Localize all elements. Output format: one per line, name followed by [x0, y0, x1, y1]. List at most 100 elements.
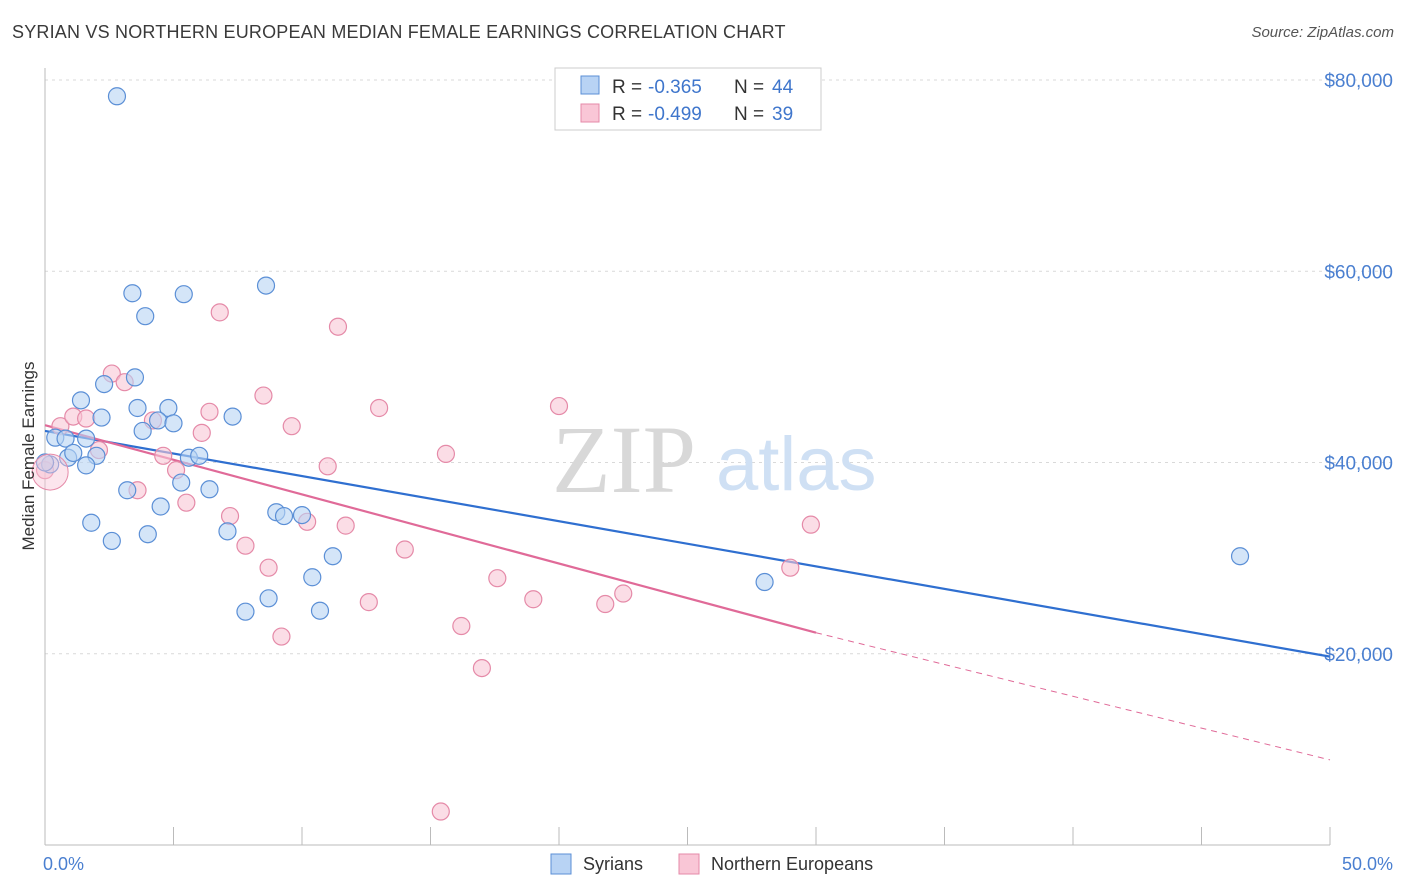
x-tick-label-min: 0.0% [43, 854, 84, 874]
point-northern-europeans [614, 584, 633, 603]
point-syrians [292, 505, 312, 525]
legend-n-label: N = [734, 104, 764, 125]
point-northern-europeans [192, 423, 211, 442]
point-northern-europeans [395, 540, 414, 559]
point-syrians [1230, 547, 1250, 566]
point-syrians [35, 453, 55, 472]
point-syrians [128, 398, 147, 418]
legend-r-value-syrians: -0.365 [648, 77, 702, 98]
point-syrians [64, 443, 83, 463]
point-syrians [259, 589, 278, 608]
data-points [31, 87, 1250, 821]
point-northern-europeans [436, 444, 456, 463]
point-syrians [303, 568, 322, 587]
bottom-legend: Syrians Northern Europeans [550, 853, 873, 875]
gridlines [45, 79, 1393, 655]
point-northern-europeans [77, 409, 96, 428]
point-northern-europeans [220, 506, 240, 526]
point-syrians [274, 506, 294, 526]
point-syrians [92, 408, 111, 427]
point-syrians [56, 429, 75, 448]
point-northern-europeans [254, 386, 273, 405]
point-syrians [223, 407, 242, 426]
legend-swatch-northern-europeans [580, 103, 600, 123]
legend-r-label: R = [612, 77, 642, 98]
bottom-legend-label-syrians: Syrians [583, 854, 643, 874]
point-northern-europeans [549, 396, 569, 416]
trend-line-syrians [44, 429, 1331, 658]
y-tick-label: $60,000 [1324, 262, 1393, 283]
point-syrians [190, 446, 209, 465]
bottom-legend-label-northern-europeans: Northern Europeans [711, 854, 873, 874]
point-syrians [95, 374, 114, 394]
point-northern-europeans [259, 558, 278, 577]
watermark-atlas: atlas [716, 422, 877, 507]
point-northern-europeans [524, 590, 543, 609]
point-northern-europeans [272, 627, 291, 646]
point-syrians [77, 429, 96, 448]
point-syrians [102, 531, 121, 551]
point-syrians [174, 285, 193, 304]
legend-n-value-northern-europeans: 39 [772, 104, 793, 125]
legend-n-label: N = [734, 77, 764, 98]
watermark: ZIP atlas [552, 406, 877, 513]
point-northern-europeans [801, 515, 820, 534]
point-syrians [138, 525, 157, 544]
point-syrians [77, 456, 96, 475]
point-syrians [71, 391, 91, 410]
point-northern-europeans [370, 398, 389, 418]
point-syrians [200, 480, 219, 499]
point-northern-europeans [488, 569, 507, 588]
point-syrians [151, 497, 170, 516]
y-tick-labels: $20,000 $40,000 $60,000 $80,000 [1324, 71, 1393, 666]
point-northern-europeans [154, 446, 173, 465]
point-northern-europeans [282, 417, 301, 436]
y-tick-label: $20,000 [1324, 645, 1393, 666]
chart-title: SYRIAN VS NORTHERN EUROPEAN MEDIAN FEMAL… [12, 22, 786, 42]
point-northern-europeans-large [31, 453, 69, 491]
bottom-legend-swatch-syrians [550, 853, 572, 875]
point-syrians [125, 368, 145, 387]
trend-line-northern-europeans [44, 424, 817, 634]
legend-r-label: R = [612, 104, 642, 125]
point-northern-europeans [236, 536, 255, 555]
point-northern-europeans [318, 457, 337, 476]
point-northern-europeans [472, 658, 491, 678]
point-northern-europeans [431, 802, 450, 821]
point-syrians [164, 414, 183, 433]
point-northern-europeans [452, 616, 471, 636]
point-northern-europeans [781, 558, 800, 577]
point-syrians [236, 602, 255, 621]
point-syrians [133, 421, 152, 441]
point-syrians [172, 473, 191, 492]
point-northern-europeans [596, 594, 615, 614]
point-syrians [118, 481, 137, 500]
legend: R = -0.365 N = 44 R = -0.499 N = 39 [554, 67, 822, 131]
x-tick-label-max: 50.0% [1342, 854, 1393, 874]
watermark-zip: ZIP [552, 406, 696, 513]
legend-n-value-syrians: 44 [772, 77, 794, 98]
point-northern-europeans [328, 317, 348, 336]
point-syrians [107, 87, 127, 106]
point-syrians [218, 522, 237, 541]
point-syrians [323, 547, 342, 566]
point-syrians [123, 284, 142, 303]
point-syrians [755, 572, 774, 592]
bottom-legend-swatch-northern-europeans [678, 853, 700, 875]
y-tick-label: $80,000 [1324, 71, 1393, 92]
point-syrians [148, 411, 168, 430]
point-syrians [256, 276, 276, 295]
point-northern-europeans [177, 493, 196, 512]
y-tick-label: $40,000 [1324, 454, 1393, 475]
point-northern-europeans [336, 516, 355, 535]
point-syrians [82, 513, 101, 532]
source-credit: Source: ZipAtlas.com [1251, 24, 1394, 41]
y-axis-label: Median Female Earnings [19, 362, 38, 551]
trend-lines [44, 424, 1331, 761]
point-syrians [136, 307, 155, 326]
point-syrians [310, 601, 330, 620]
point-northern-europeans [200, 402, 219, 421]
legend-swatch-syrians [580, 75, 600, 95]
point-northern-europeans [359, 593, 378, 612]
